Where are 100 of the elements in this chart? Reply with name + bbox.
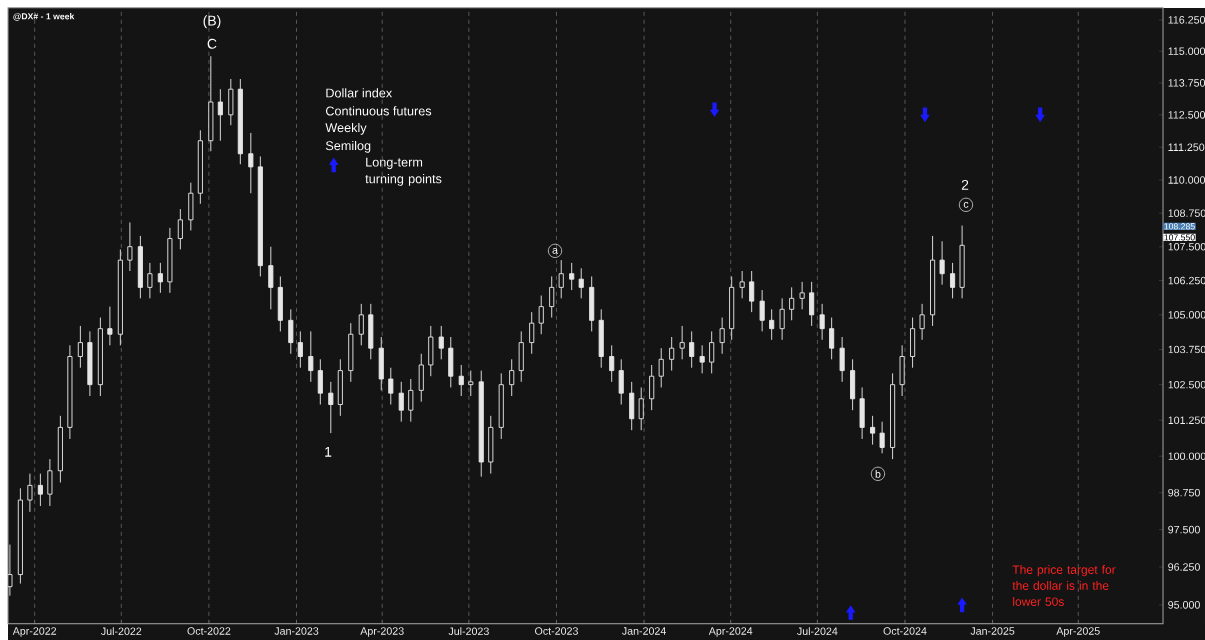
candlestick	[408, 378, 414, 423]
candlestick	[509, 358, 515, 397]
y-tick-label: 107.500	[1168, 242, 1205, 251]
candlestick	[749, 270, 755, 313]
candlestick	[558, 259, 564, 299]
annotation: (B)	[203, 15, 221, 29]
candlestick	[789, 286, 795, 321]
candlestick	[658, 347, 664, 388]
candlestick	[679, 325, 685, 360]
candlestick	[157, 262, 163, 294]
x-tick-label: Jan-2024	[622, 627, 666, 635]
y-tick-label: 115.000	[1168, 47, 1205, 55]
annotation: C	[207, 38, 217, 49]
candlestick	[37, 473, 43, 507]
x-tick-label: Oct-2024	[883, 627, 927, 635]
x-tick-label: Apr-2023	[360, 627, 404, 637]
y-tick-label: 105.000	[1168, 311, 1205, 319]
candlestick	[107, 306, 113, 346]
candlestick	[919, 303, 925, 341]
x-tick-label: Apr-2024	[708, 627, 753, 637]
y-tick-label: 108.750	[1168, 209, 1205, 217]
candlestick	[649, 364, 655, 411]
x-tick-label: Oct-2022	[187, 627, 231, 635]
candlestick	[609, 344, 615, 383]
candlestick	[549, 275, 555, 319]
candlestick	[288, 308, 294, 355]
y-tick-label: 103.750	[1168, 345, 1205, 354]
x-tick-label: Jul-2023	[448, 627, 489, 636]
candlestick	[578, 267, 584, 299]
y-tick-label: 100.000	[1168, 452, 1205, 460]
candlestick	[839, 336, 845, 383]
text: @DX# - 1 week	[13, 13, 75, 21]
y-tick-label: 98.750	[1168, 488, 1200, 497]
y-tick-label: 110.000	[1168, 176, 1205, 184]
candlestick	[779, 297, 785, 341]
candlestick	[870, 415, 876, 446]
legend-label: Long-term turning points	[365, 157, 442, 186]
candlestick	[689, 330, 695, 369]
candlestick	[458, 364, 464, 397]
annotation: Semilog	[325, 140, 371, 153]
candlestick	[398, 381, 404, 423]
x-tick-label: Jan-2023	[274, 627, 319, 635]
x-tick-label: Apr-2025	[1056, 627, 1100, 637]
candlestick	[809, 281, 815, 327]
y-tick-label: 113.750	[1168, 79, 1205, 87]
candlestick	[879, 421, 885, 454]
point	[845, 605, 856, 620]
annotation: Weekly	[325, 122, 367, 135]
x-tick-label: Jan-2025	[970, 627, 1015, 635]
y-tick-label: 106.250	[1168, 276, 1205, 285]
candlestick	[297, 330, 303, 369]
annotation: The price target for the dollar is in the lower 50s	[1012, 565, 1116, 606]
candlestick	[829, 317, 835, 360]
candlestick	[308, 330, 314, 383]
y-tick-label: 101.250	[1168, 416, 1205, 424]
y-tick-label: 112.500	[1168, 111, 1205, 119]
annotation: b	[875, 469, 881, 478]
x-tick-label: Apr-2022	[12, 627, 57, 637]
candlestick	[468, 370, 474, 397]
candlestick	[799, 281, 805, 310]
x-tick-label: Jul-2024	[797, 627, 838, 636]
candlestick	[709, 330, 715, 374]
candlestick	[759, 289, 765, 332]
candlestick	[268, 246, 274, 310]
annotation: a	[552, 247, 558, 254]
candlestick	[77, 325, 83, 369]
candlestick	[699, 344, 705, 374]
candlestick	[177, 208, 183, 250]
candlestick	[538, 295, 544, 335]
candlestick	[618, 358, 624, 405]
candlestick	[147, 262, 153, 299]
x-tick-label: Oct-2023	[535, 627, 578, 635]
candlestick	[438, 325, 444, 360]
annotation: Dollar index	[326, 88, 393, 98]
candlestick	[127, 221, 133, 272]
candlestick	[739, 270, 745, 299]
candlestick	[217, 88, 223, 142]
candlestick	[248, 132, 254, 194]
y-tick-label: 95.000	[1168, 601, 1200, 609]
candlestick	[328, 381, 334, 434]
annotation: 1	[325, 447, 332, 457]
candlestick	[669, 336, 675, 372]
candlestick	[317, 358, 323, 405]
text: 107.550	[1164, 234, 1195, 241]
y-tick-label: 111.250	[1168, 143, 1205, 151]
text: 108.285	[1164, 223, 1195, 230]
candlestick	[950, 262, 956, 299]
x-tick-label: Jul-2022	[101, 627, 142, 636]
candlestick	[769, 308, 775, 341]
candlestick	[819, 303, 825, 341]
y-tick-label: 116.250	[1168, 16, 1205, 24]
candlestick	[27, 473, 33, 513]
candlestick	[569, 262, 575, 291]
candlestick	[529, 311, 535, 355]
annotation: 2	[961, 179, 969, 190]
candlestick	[939, 240, 945, 286]
candlestick	[47, 458, 53, 507]
y-tick-label: 102.500	[1168, 380, 1205, 389]
candlestick	[638, 386, 644, 431]
y-tick-label: 96.250	[1168, 563, 1200, 571]
